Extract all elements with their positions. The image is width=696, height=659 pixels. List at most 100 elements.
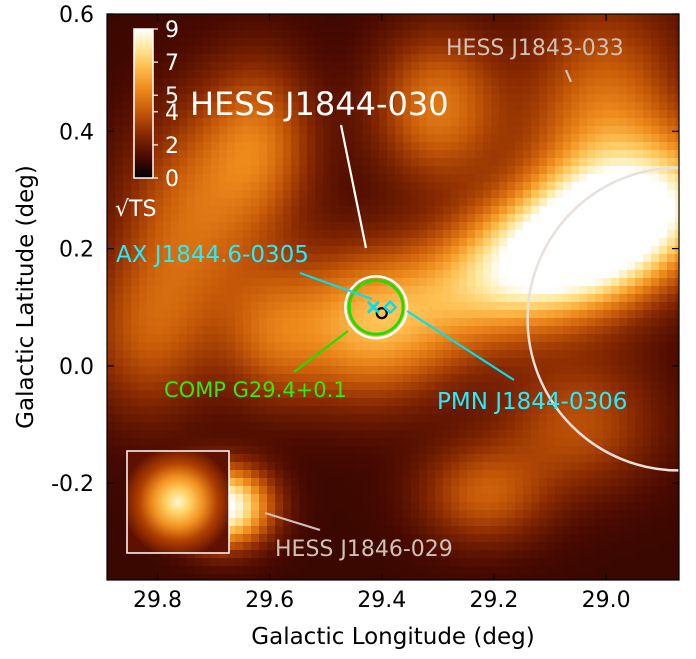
- heatmap-cell: [451, 158, 460, 167]
- heatmap-cell: [411, 446, 420, 455]
- heatmap-cell: [619, 190, 628, 199]
- heatmap-cell: [499, 486, 508, 495]
- heatmap-cell: [115, 262, 124, 271]
- heatmap-cell: [651, 366, 660, 375]
- heatmap-cell: [475, 86, 484, 95]
- heatmap-cell: [475, 542, 484, 551]
- heatmap-cell: [307, 294, 316, 303]
- heatmap-cell: [491, 406, 500, 415]
- heatmap-cell: [155, 190, 164, 199]
- heatmap-cell: [291, 126, 300, 135]
- heatmap-cell: [603, 126, 612, 135]
- heatmap-cell: [387, 54, 396, 63]
- heatmap-cell: [123, 126, 132, 135]
- heatmap-cell: [427, 502, 436, 511]
- heatmap-cell: [539, 22, 548, 31]
- heatmap-cell: [387, 14, 396, 23]
- heatmap-cell: [547, 390, 556, 399]
- heatmap-cell: [507, 486, 516, 495]
- heatmap-cell: [339, 310, 348, 319]
- heatmap-cell: [435, 486, 444, 495]
- heatmap-cell: [339, 470, 348, 479]
- heatmap-cell: [483, 214, 492, 223]
- heatmap-cell: [371, 286, 380, 295]
- heatmap-cell: [251, 510, 260, 519]
- heatmap-cell: [443, 78, 452, 87]
- heatmap-cell: [523, 486, 532, 495]
- heatmap-cell: [227, 494, 236, 503]
- heatmap-cell: [611, 366, 620, 375]
- heatmap-cell: [139, 246, 148, 255]
- heatmap-cell: [443, 510, 452, 519]
- heatmap-cell: [339, 382, 348, 391]
- heatmap-cell: [627, 398, 636, 407]
- heatmap-cell: [315, 566, 324, 575]
- heatmap-cell: [267, 390, 276, 399]
- heatmap-cell: [667, 118, 676, 127]
- heatmap-cell: [251, 270, 260, 279]
- heatmap-cell: [379, 246, 388, 255]
- heatmap-cell: [267, 30, 276, 39]
- heatmap-cell: [299, 558, 308, 567]
- heatmap-cell: [643, 438, 652, 447]
- heatmap-cell: [643, 278, 652, 287]
- heatmap-cell: [579, 206, 588, 215]
- heatmap-cell: [459, 270, 468, 279]
- heatmap-cell: [379, 134, 388, 143]
- heatmap-cell: [139, 422, 148, 431]
- heatmap-cell: [339, 182, 348, 191]
- heatmap-cell: [179, 126, 188, 135]
- heatmap-cell: [347, 214, 356, 223]
- heatmap-cell: [107, 102, 116, 111]
- heatmap-cell: [379, 390, 388, 399]
- heatmap-cell: [571, 446, 580, 455]
- heatmap-cell: [419, 454, 428, 463]
- heatmap-cell: [483, 502, 492, 511]
- heatmap-cell: [667, 422, 676, 431]
- heatmap-cell: [139, 262, 148, 271]
- heatmap-cell: [547, 374, 556, 383]
- heatmap-cell: [667, 270, 676, 279]
- heatmap-cell: [179, 62, 188, 71]
- heatmap-cell: [579, 102, 588, 111]
- heatmap-cell: [339, 254, 348, 263]
- heatmap-cell: [451, 494, 460, 503]
- heatmap-cell: [347, 254, 356, 263]
- heatmap-cell: [283, 342, 292, 351]
- heatmap-cell: [667, 22, 676, 31]
- heatmap-cell: [211, 366, 220, 375]
- heatmap-cell: [155, 382, 164, 391]
- heatmap-cell: [203, 366, 212, 375]
- heatmap-cell: [235, 278, 244, 287]
- heatmap-cell: [515, 326, 524, 335]
- heatmap-cell: [443, 222, 452, 231]
- heatmap-cell: [219, 246, 228, 255]
- heatmap-cell: [171, 46, 180, 55]
- heatmap-cell: [203, 438, 212, 447]
- heatmap-cell: [387, 374, 396, 383]
- heatmap-cell: [315, 126, 324, 135]
- heatmap-cell: [539, 398, 548, 407]
- heatmap-cell: [187, 214, 196, 223]
- heatmap-cell: [227, 254, 236, 263]
- heatmap-cell: [419, 518, 428, 527]
- heatmap-cell: [227, 382, 236, 391]
- heatmap-cell: [523, 206, 532, 215]
- heatmap-cell: [115, 430, 124, 439]
- heatmap-cell: [459, 390, 468, 399]
- heatmap-cell: [331, 86, 340, 95]
- heatmap-cell: [235, 398, 244, 407]
- heatmap-cell: [539, 94, 548, 103]
- heatmap-cell: [451, 110, 460, 119]
- heatmap-cell: [275, 254, 284, 263]
- heatmap-cell: [323, 190, 332, 199]
- heatmap-cell: [427, 318, 436, 327]
- heatmap-cell: [363, 302, 372, 311]
- heatmap-cell: [451, 382, 460, 391]
- heatmap-cell: [651, 518, 660, 527]
- heatmap-cell: [571, 54, 580, 63]
- heatmap-cell: [651, 174, 660, 183]
- heatmap-cell: [555, 478, 564, 487]
- heatmap-cell: [587, 230, 596, 239]
- heatmap-cell: [267, 134, 276, 143]
